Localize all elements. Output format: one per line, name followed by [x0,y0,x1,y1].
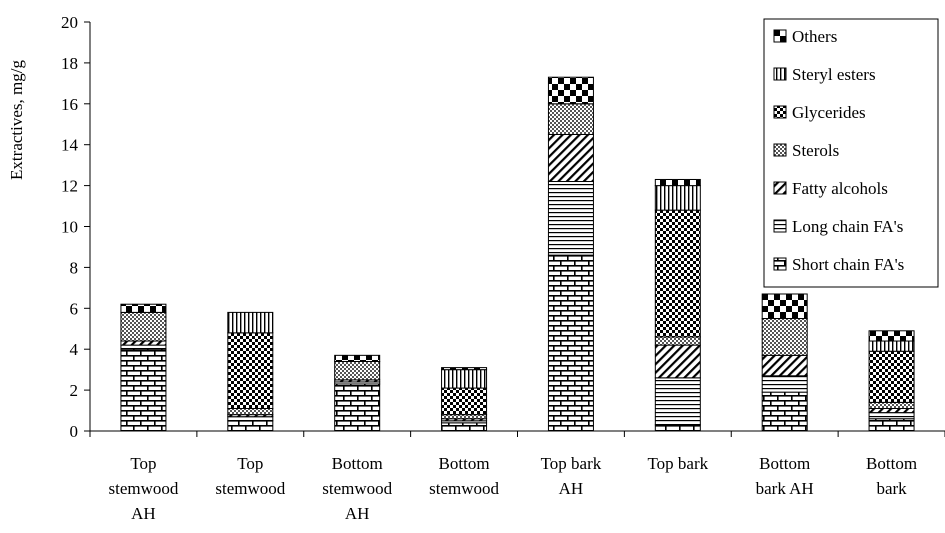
bar-segment [654,336,701,346]
x-tick-label: Bottom bark AH [756,454,814,498]
bar-segment [654,377,701,426]
bar-segment [120,344,167,350]
bar-segment [654,185,701,211]
bar-segment [654,209,701,338]
legend-label: Short chain FA's [792,255,904,274]
x-tick-label: Top stemwood AH [108,454,178,523]
legend-box [763,18,939,288]
legend-swatch [773,143,787,157]
x-tick-label: Top stemwood [215,454,285,498]
bar-segment [227,416,274,422]
bar-segment [868,408,915,414]
legend-label: Sterols [792,141,839,160]
x-tick-label-line: Bottom [332,454,383,473]
x-tick-label-line: Bottom [759,454,810,473]
legend-swatch [773,29,787,43]
x-tick-label-line: Top [130,454,156,473]
x-tick-label-line: AH [345,504,370,523]
x-tick-label: Top bark AH [541,454,602,498]
bar-segment [227,408,274,416]
y-tick-label: 16 [61,95,78,114]
bar-segment [547,103,594,135]
bars [120,76,915,432]
x-tick-label-line: Top [237,454,263,473]
legend-swatch [773,219,787,233]
bar-segment [868,401,915,410]
bar-segment [654,178,701,187]
bar-segment [761,293,808,320]
y-tick-label: 10 [61,218,78,237]
x-tick-label-line: Bottom [439,454,490,473]
x-tick-label-line: stemwood [322,479,392,498]
bar-segment [547,133,594,183]
x-tick-label-line: Top bark [647,454,708,473]
x-tick-label-line: bark [876,479,907,498]
legend-swatch [773,257,787,271]
legend-swatch [773,67,787,81]
bar-segment [441,367,488,371]
bar-segment [654,424,701,432]
bar-segment [120,340,167,346]
legend-label: Glycerides [792,103,866,122]
bar-segment [334,354,381,362]
legend-label: Others [792,27,837,46]
legend: Others Steryl esters Glycerides Sterols Fatt… [763,18,939,288]
bar-segment [441,387,488,416]
bar-segment [120,303,167,313]
bar-segment [227,420,274,432]
x-tick-label-line: AH [559,479,584,498]
y-tick-label: 0 [70,422,79,441]
bar-segment [120,311,167,342]
y-tick-label: 4 [70,340,79,359]
y-tick-label: 18 [61,54,78,73]
bar-segment [547,76,594,105]
x-tick-label-line: Top bark [541,454,602,473]
bar-segment [868,340,915,352]
y-axis-label: Extractives, mg/g [7,60,26,180]
x-tick-label: Bottom stemwood AH [322,454,392,523]
x-tick-label-line: Bottom [866,454,917,473]
x-tick-label: Bottom bark [866,454,917,498]
bar-segment [227,311,274,334]
x-tick-label-line: stemwood [429,479,499,498]
bar-segment [868,412,915,420]
bar-segment [547,181,594,256]
bar-segment [334,360,381,381]
x-tick-label-line: AH [131,504,156,523]
bar-segment [441,414,488,420]
legend-swatch [773,105,787,119]
x-tick-label-line: stemwood [108,479,178,498]
x-tick-label: Top bark [647,454,708,473]
legend-label: Fatty alcohols [792,179,888,198]
bar-segment [761,375,808,393]
legend-label: Long chain FA's [792,217,903,236]
bar-segment [441,422,488,432]
bar-segment [761,318,808,356]
bar-segment [227,332,274,410]
y-tick-label: 6 [70,299,79,318]
bar-segment [547,254,594,432]
y-tick-label: 2 [70,381,79,400]
bar-segment [120,348,167,432]
bar-segment [654,344,701,379]
y-tick-label: 12 [61,177,78,196]
bar-segment [441,369,488,389]
x-tick-label-line: stemwood [215,479,285,498]
axes: 0 2 4 6 8 10 12 14 16 18 20 [61,13,945,441]
legend-swatch [773,181,787,195]
y-tick-label: 8 [70,258,79,277]
legend-label: Steryl esters [792,65,876,84]
bar-segment [868,350,915,403]
bar-segment [761,391,808,432]
bar-segment [761,354,808,377]
bar-segment [868,330,915,342]
y-tick-label: 20 [61,13,78,32]
x-tick-labels: Top stemwood AH Top stemwood Bottom stemwood AH… [108,454,917,523]
y-tick-label: 14 [61,136,79,155]
bar-segment [334,383,381,432]
x-tick-label-line: bark AH [756,479,814,498]
bar-segment [868,418,915,432]
x-tick-label: Bottom stemwood [429,454,499,498]
